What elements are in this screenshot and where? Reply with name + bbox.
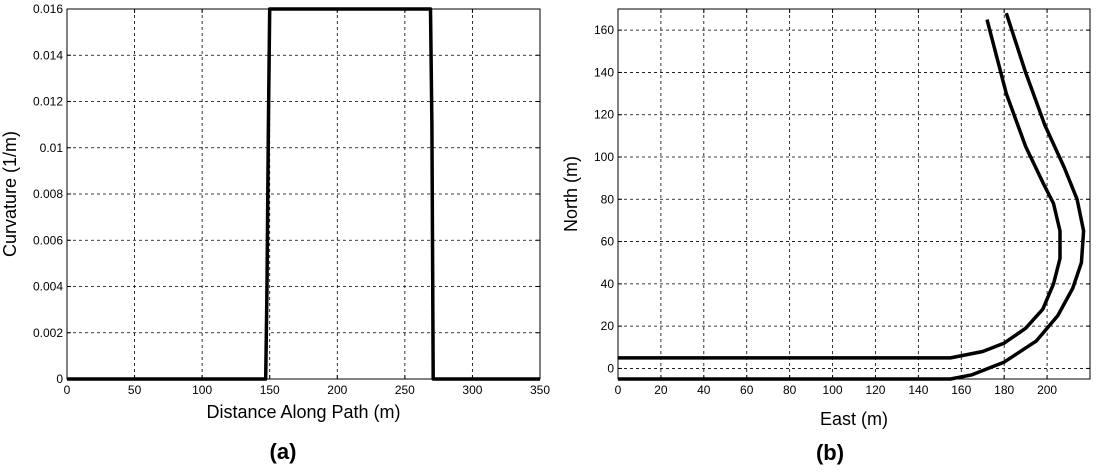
y-tick-label: 0.012 xyxy=(33,95,63,109)
plot-frame xyxy=(617,8,1091,380)
y-tick-label: 0.016 xyxy=(33,2,63,16)
y-tick-label: 20 xyxy=(601,319,615,333)
y-tick-label: 100 xyxy=(594,150,614,164)
y-tick-label: 0.008 xyxy=(33,187,63,201)
x-tick-label: 150 xyxy=(260,383,280,397)
y-tick-label: 0 xyxy=(56,372,63,386)
x-tick-label: 250 xyxy=(395,383,415,397)
panel-label: (a) xyxy=(270,439,297,464)
x-tick-label: 80 xyxy=(783,383,797,397)
panel-label: (b) xyxy=(816,440,844,465)
y-tick-label: 0 xyxy=(607,361,614,375)
x-tick-label: 350 xyxy=(530,383,550,397)
y-tick-label: 60 xyxy=(601,235,615,249)
data-series-line xyxy=(618,19,1062,360)
x-tick-label: 50 xyxy=(128,383,142,397)
x-tick-label: 120 xyxy=(865,383,885,397)
x-tick-label: 300 xyxy=(462,383,482,397)
y-tick-label: 0.006 xyxy=(33,233,63,247)
y-tick-label: 40 xyxy=(601,277,615,291)
y-tick-label: 140 xyxy=(594,65,614,79)
x-tick-label: 0 xyxy=(64,383,71,397)
y-tick-label: 0.004 xyxy=(33,280,63,294)
y-tick-label: 0.002 xyxy=(33,326,63,340)
y-tick-label: 80 xyxy=(601,192,615,206)
y-tick-label: 160 xyxy=(594,23,614,37)
x-tick-label: 180 xyxy=(994,383,1014,397)
x-tick-label: 200 xyxy=(327,383,347,397)
x-tick-label: 100 xyxy=(823,383,843,397)
x-axis-label: Distance Along Path (m) xyxy=(206,402,400,422)
y-axis-label: Curvature (1/m) xyxy=(0,131,20,257)
plot-frame xyxy=(66,8,541,380)
y-axis-label: North (m) xyxy=(561,156,581,232)
x-axis-label: East (m) xyxy=(820,409,888,429)
chart-b: 0 20 40 60 80 100 120 140 160 180 200 0 20 40 60 80 100 1… xyxy=(561,8,1091,465)
x-tick-label: 200 xyxy=(1037,383,1057,397)
y-tick-label: 0.014 xyxy=(33,48,63,62)
y-tick-label: 120 xyxy=(594,108,614,122)
x-tick-label: 100 xyxy=(192,383,212,397)
y-tick-label: 0.01 xyxy=(40,141,64,155)
x-tick-label: 20 xyxy=(654,383,668,397)
x-tick-label: 0 xyxy=(615,383,622,397)
x-tick-label: 160 xyxy=(951,383,971,397)
data-series-line xyxy=(618,12,1086,381)
x-tick-label: 140 xyxy=(908,383,928,397)
x-tick-label: 60 xyxy=(740,383,754,397)
x-tick-label: 40 xyxy=(697,383,711,397)
chart-a: 0 50 100 150 200 250 300 350 0 0.002 0.004 0.006 0.0… xyxy=(0,2,550,464)
